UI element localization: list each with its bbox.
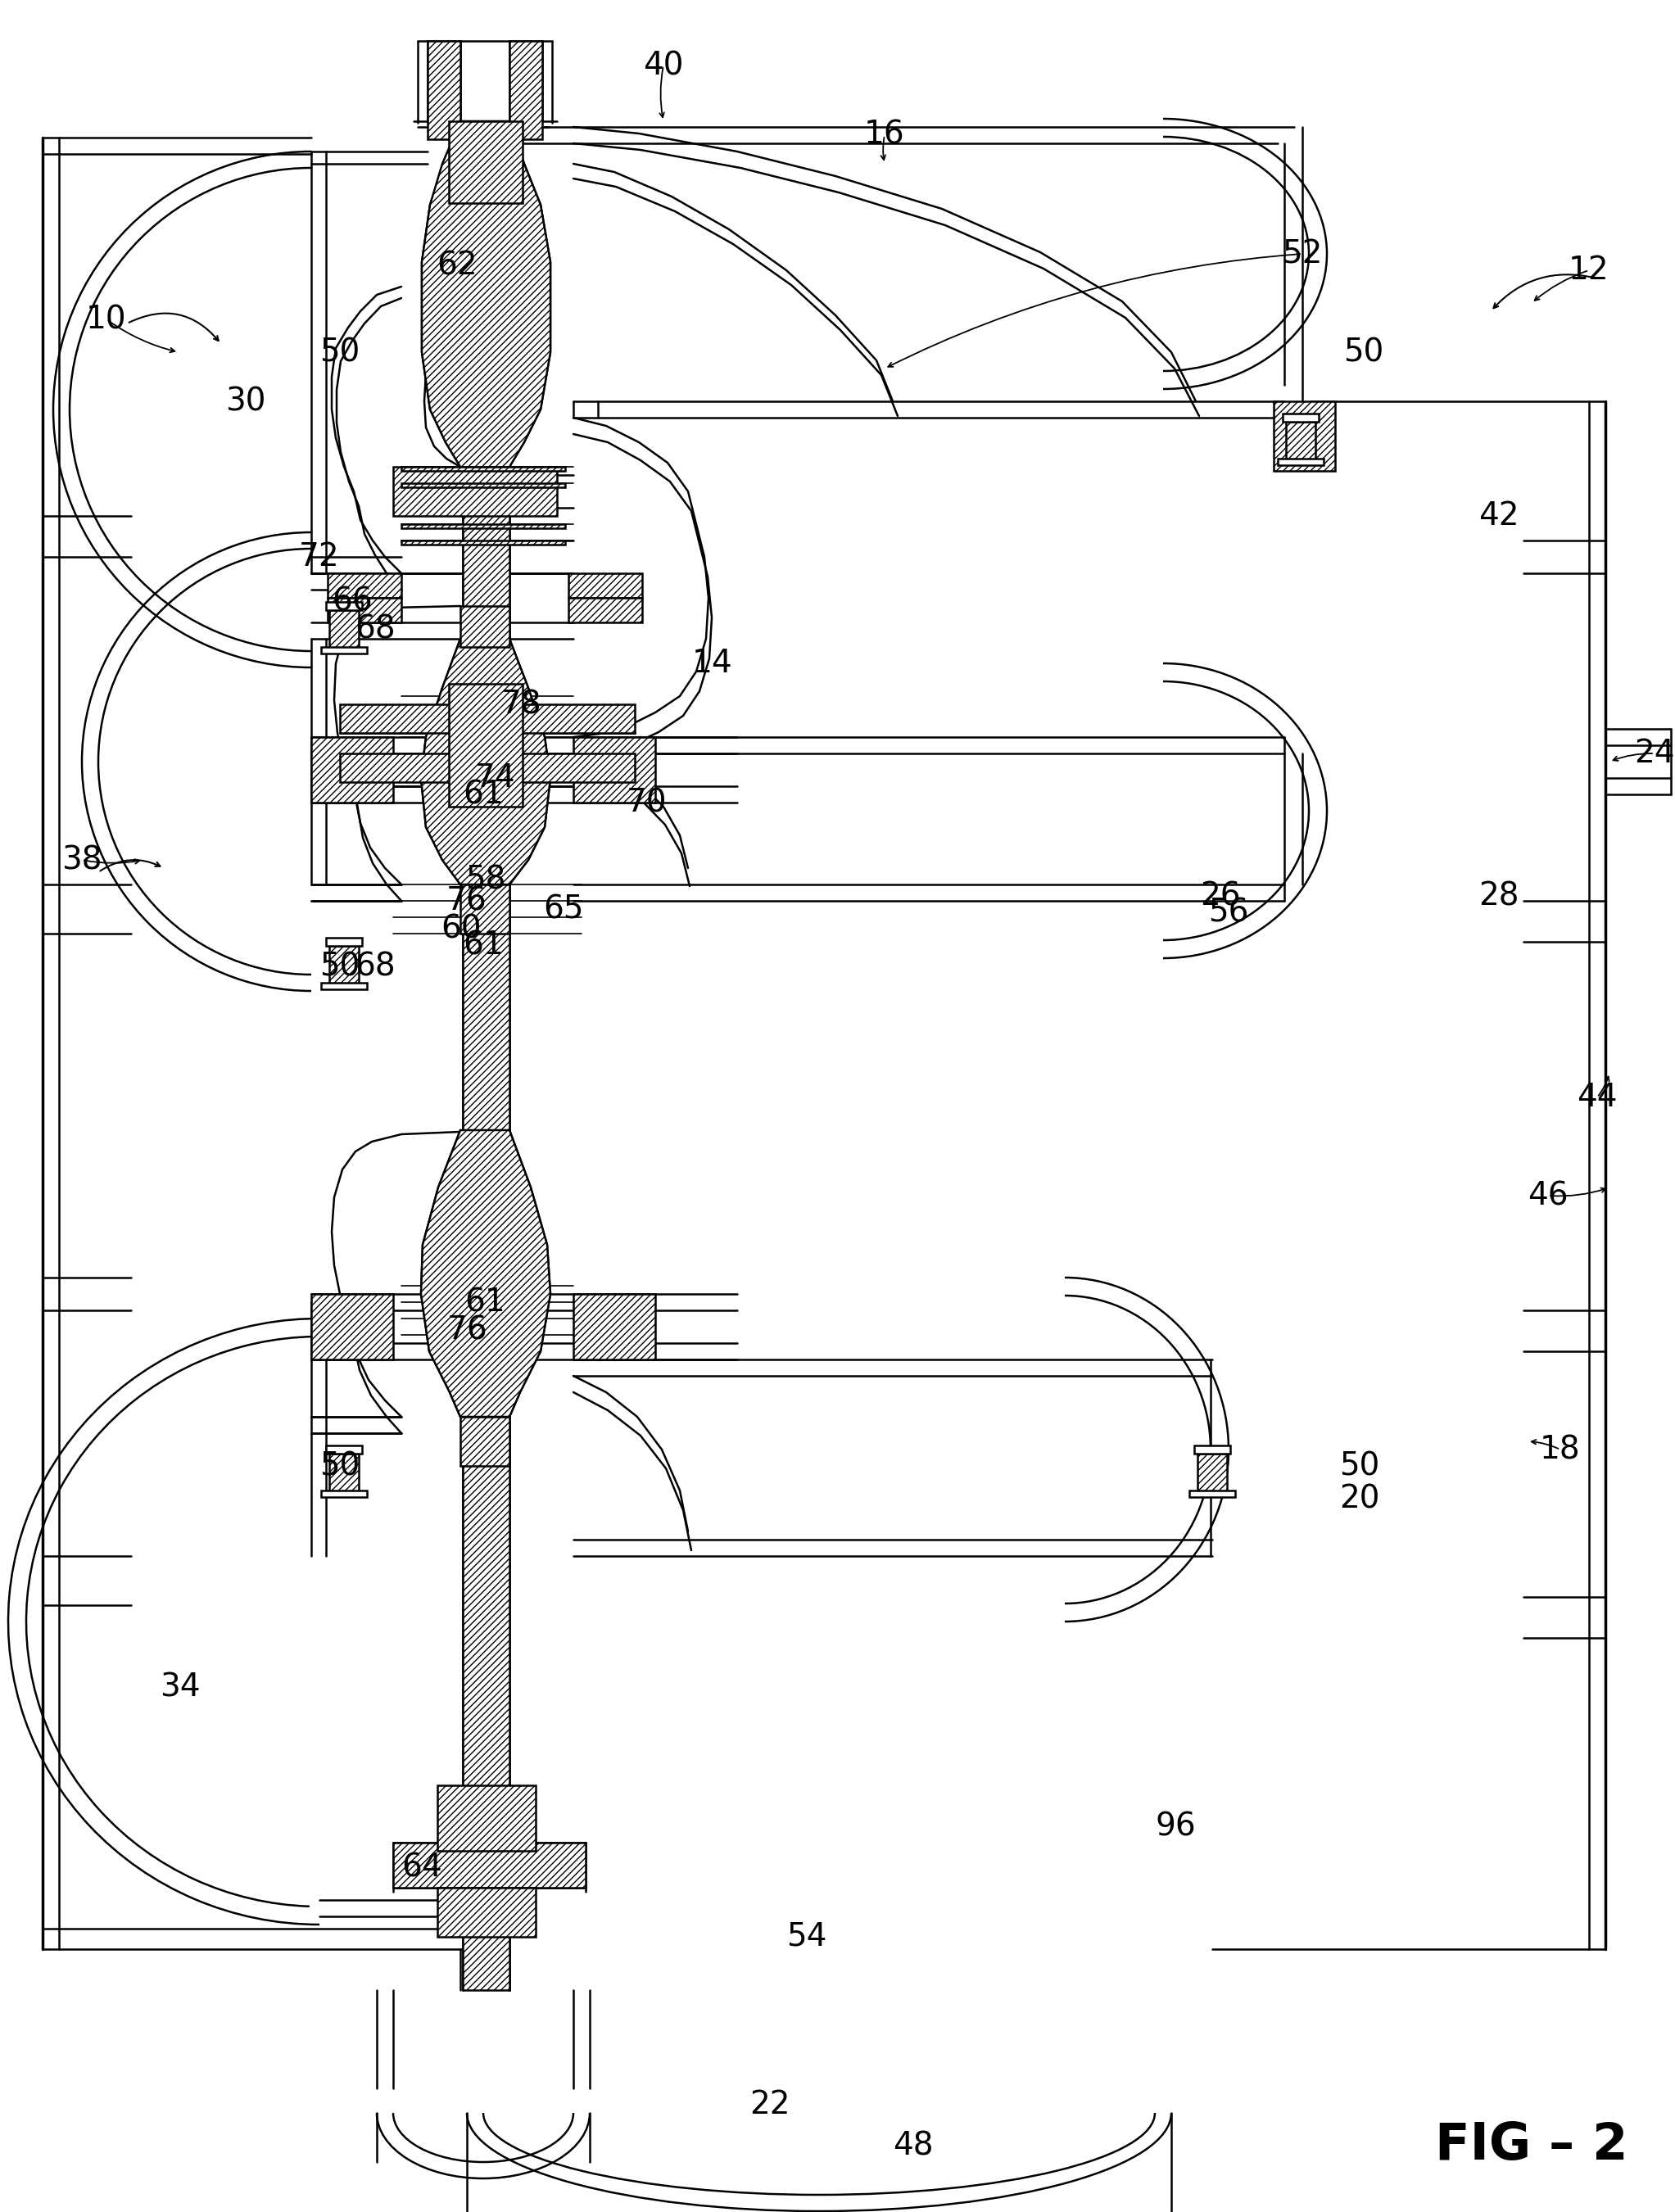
Polygon shape [1286, 422, 1315, 462]
Polygon shape [330, 947, 358, 987]
Text: 50: 50 [320, 951, 360, 982]
Text: 65: 65 [543, 894, 585, 925]
Text: 78: 78 [501, 688, 543, 719]
Polygon shape [1278, 458, 1323, 465]
Polygon shape [322, 1491, 367, 1498]
Polygon shape [461, 606, 509, 646]
Text: 70: 70 [626, 787, 667, 818]
Text: 12: 12 [1569, 254, 1610, 285]
Text: 46: 46 [1528, 1181, 1568, 1212]
Polygon shape [462, 122, 509, 1991]
Polygon shape [568, 573, 642, 597]
Text: 44: 44 [1576, 1082, 1618, 1113]
Polygon shape [322, 982, 367, 989]
Text: 66: 66 [332, 586, 372, 617]
Polygon shape [568, 597, 642, 622]
Text: 34: 34 [159, 1672, 201, 1703]
Text: 50: 50 [1343, 336, 1384, 367]
Polygon shape [402, 540, 564, 544]
Text: 10: 10 [85, 303, 127, 334]
Polygon shape [509, 42, 543, 139]
Text: 64: 64 [402, 1851, 442, 1882]
Polygon shape [327, 938, 362, 947]
Polygon shape [327, 1444, 362, 1453]
Polygon shape [330, 1453, 358, 1495]
Text: 18: 18 [1539, 1433, 1581, 1464]
Polygon shape [454, 126, 516, 192]
Text: 50: 50 [320, 336, 360, 367]
Polygon shape [449, 122, 523, 204]
Polygon shape [1273, 400, 1335, 471]
Polygon shape [427, 42, 461, 139]
Polygon shape [322, 646, 367, 653]
Polygon shape [328, 597, 402, 622]
Polygon shape [573, 737, 655, 803]
Polygon shape [312, 737, 394, 803]
Text: 68: 68 [355, 951, 395, 982]
Polygon shape [402, 467, 564, 471]
Text: 56: 56 [1208, 898, 1250, 929]
Polygon shape [422, 122, 551, 476]
Polygon shape [340, 703, 635, 732]
Text: 54: 54 [787, 1922, 827, 1953]
Polygon shape [312, 1294, 394, 1360]
Polygon shape [328, 573, 402, 597]
Polygon shape [573, 1294, 655, 1360]
Polygon shape [340, 754, 635, 783]
Text: 24: 24 [1635, 739, 1675, 770]
Text: 68: 68 [355, 613, 395, 644]
Polygon shape [402, 524, 564, 529]
Text: 96: 96 [1156, 1812, 1196, 1843]
Text: 72: 72 [300, 542, 340, 573]
Text: 62: 62 [437, 250, 477, 281]
Text: 38: 38 [62, 845, 102, 876]
Polygon shape [330, 611, 358, 650]
Text: 48: 48 [893, 2130, 933, 2161]
Text: 40: 40 [643, 51, 683, 82]
Polygon shape [1189, 1491, 1234, 1498]
Text: FIG – 2: FIG – 2 [1435, 2121, 1628, 2170]
Text: 22: 22 [750, 2088, 791, 2121]
Polygon shape [327, 602, 362, 611]
Polygon shape [402, 482, 564, 487]
Text: 60: 60 [441, 914, 481, 945]
Text: 26: 26 [1199, 880, 1241, 911]
Text: 58: 58 [466, 865, 506, 896]
Text: 74: 74 [476, 763, 516, 794]
Text: 76: 76 [447, 1316, 487, 1347]
Text: 42: 42 [1479, 500, 1519, 531]
Text: 20: 20 [1340, 1482, 1380, 1515]
Text: 52: 52 [1281, 239, 1323, 270]
Polygon shape [1198, 1453, 1228, 1495]
Text: 61: 61 [462, 779, 504, 810]
Polygon shape [420, 639, 551, 885]
Polygon shape [461, 885, 509, 933]
Polygon shape [394, 467, 558, 515]
Polygon shape [437, 1785, 536, 1851]
Polygon shape [394, 1843, 586, 1887]
Text: 61: 61 [462, 931, 504, 962]
Text: 16: 16 [864, 119, 905, 150]
Polygon shape [420, 1130, 551, 1418]
Text: 28: 28 [1479, 880, 1519, 911]
Text: 14: 14 [692, 648, 734, 679]
Polygon shape [1283, 414, 1318, 422]
Polygon shape [437, 1887, 536, 1938]
Text: 30: 30 [226, 385, 266, 416]
Text: 50: 50 [1340, 1451, 1380, 1482]
Text: 50: 50 [320, 1451, 360, 1482]
Polygon shape [1194, 1444, 1229, 1453]
Text: 76: 76 [447, 885, 487, 916]
Text: 61: 61 [464, 1287, 506, 1318]
Polygon shape [449, 684, 523, 807]
Polygon shape [461, 1418, 509, 1467]
